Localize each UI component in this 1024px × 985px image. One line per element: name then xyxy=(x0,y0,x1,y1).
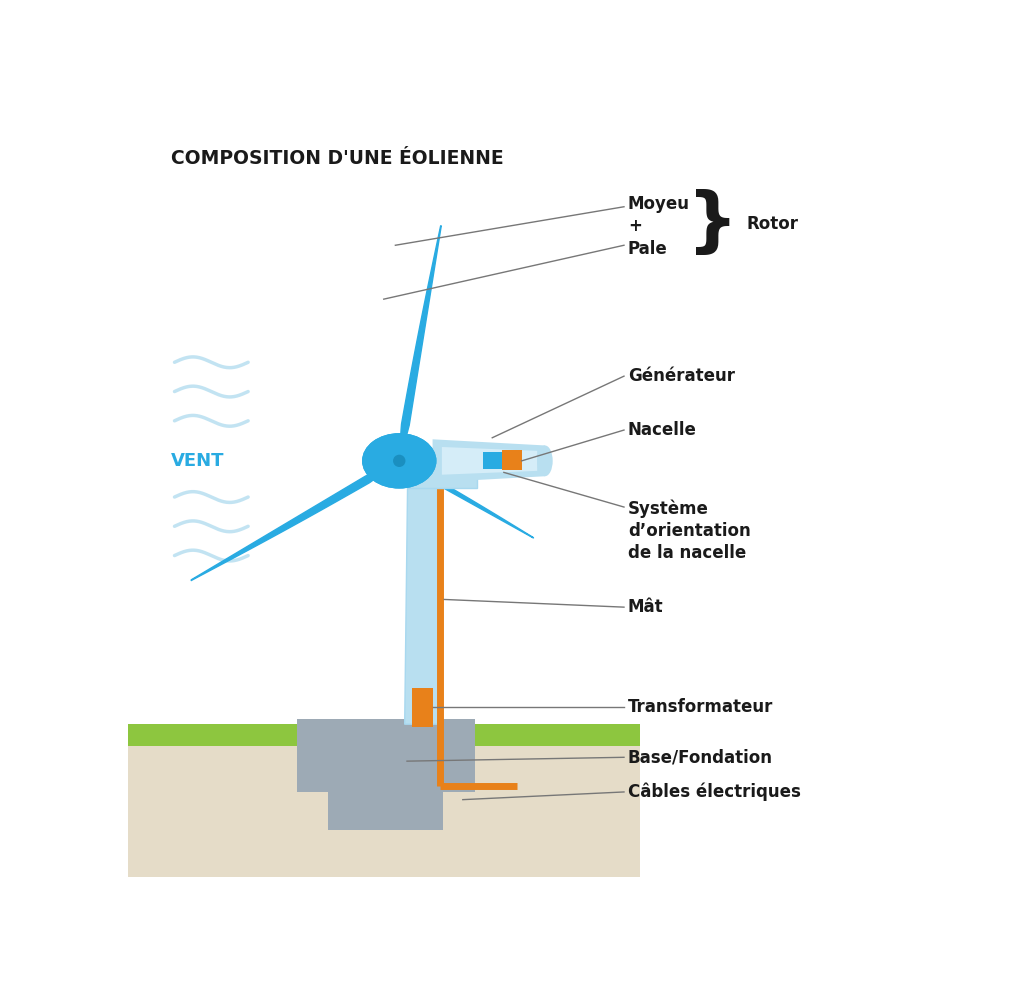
Ellipse shape xyxy=(362,433,436,489)
Polygon shape xyxy=(432,439,545,483)
Bar xyxy=(412,688,433,727)
Text: COMPOSITION D'UNE ÉOLIENNE: COMPOSITION D'UNE ÉOLIENNE xyxy=(171,149,503,168)
Ellipse shape xyxy=(362,433,436,489)
Text: Câbles électriques: Câbles électriques xyxy=(628,783,801,801)
Polygon shape xyxy=(399,461,534,538)
Text: Générateur: Générateur xyxy=(628,367,735,385)
Polygon shape xyxy=(191,461,399,580)
Text: Nacelle: Nacelle xyxy=(628,421,696,439)
Text: VENT: VENT xyxy=(171,452,224,470)
Bar xyxy=(502,450,521,470)
Text: Moyeu
+
Pale: Moyeu + Pale xyxy=(628,195,690,258)
Text: Transformateur: Transformateur xyxy=(628,698,773,716)
Bar xyxy=(297,719,475,792)
Ellipse shape xyxy=(538,445,553,477)
Bar xyxy=(328,776,442,830)
Polygon shape xyxy=(407,457,477,488)
Polygon shape xyxy=(399,226,441,461)
Circle shape xyxy=(393,455,406,467)
Bar xyxy=(128,746,640,877)
Text: Mât: Mât xyxy=(628,598,664,617)
Text: Rotor: Rotor xyxy=(746,215,799,232)
Text: Système
d’orientation
de la nacelle: Système d’orientation de la nacelle xyxy=(628,499,751,562)
Polygon shape xyxy=(404,469,440,724)
Text: }: } xyxy=(687,189,738,258)
Text: Base/Fondation: Base/Fondation xyxy=(628,749,773,766)
Bar xyxy=(128,724,640,746)
Polygon shape xyxy=(442,447,538,475)
Bar xyxy=(483,451,502,469)
